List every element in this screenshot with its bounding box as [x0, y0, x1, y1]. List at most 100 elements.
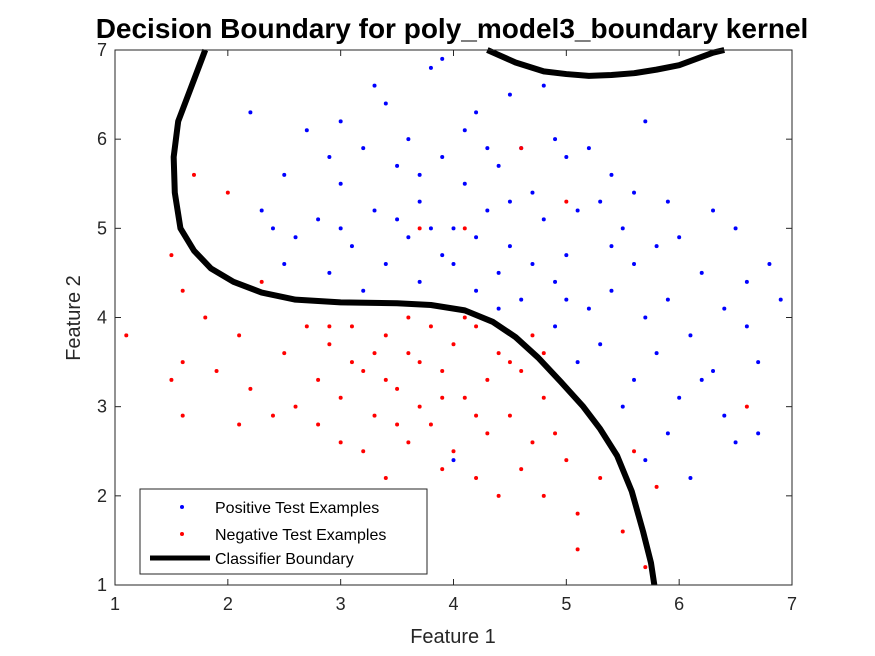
positive-point: [699, 377, 704, 382]
negative-point: [485, 377, 490, 382]
x-tick-label: 4: [448, 594, 458, 614]
negative-point: [349, 324, 354, 329]
negative-point: [575, 511, 580, 516]
positive-point: [530, 190, 535, 195]
positive-point: [677, 235, 682, 240]
negative-point: [474, 476, 479, 480]
positive-point: [598, 342, 603, 347]
positive-point: [609, 172, 614, 177]
positive-point: [519, 297, 524, 302]
positive-point: [383, 262, 388, 266]
positive-point: [474, 110, 479, 115]
negative-point: [383, 476, 388, 480]
positive-point: [541, 83, 546, 88]
negative-point: [598, 476, 603, 480]
positive-point: [541, 217, 546, 222]
positive-point: [474, 235, 479, 240]
positive-point: [711, 208, 716, 213]
positive-point: [417, 199, 422, 204]
negative-point: [417, 360, 422, 365]
positive-point: [451, 262, 456, 266]
negative-point: [462, 395, 467, 400]
negative-point: [474, 324, 479, 329]
data-points: [124, 56, 783, 570]
positive-point: [259, 208, 264, 213]
negative-point: [406, 440, 411, 445]
y-tick-label: 3: [97, 397, 107, 417]
x-tick-label: 5: [561, 594, 571, 614]
negative-point: [496, 493, 501, 498]
negative-point: [304, 324, 309, 329]
positive-point: [632, 377, 637, 382]
positive-point: [338, 181, 343, 186]
negative-point: [643, 565, 648, 570]
negative-point: [203, 315, 208, 320]
y-tick-label: 5: [97, 218, 107, 238]
negative-point: [519, 369, 524, 373]
positive-point: [383, 101, 388, 106]
positive-point: [609, 244, 614, 249]
negative-point: [214, 369, 219, 373]
positive-point: [620, 404, 625, 409]
negative-point: [169, 377, 174, 382]
positive-point: [530, 262, 535, 266]
boundary-line: [170, 48, 658, 586]
positive-point: [406, 235, 411, 240]
y-tick-label: 6: [97, 129, 107, 149]
positive-point: [733, 440, 738, 445]
positive-point: [361, 288, 366, 293]
positive-point: [767, 262, 772, 266]
positive-point: [598, 199, 603, 204]
x-tick-label: 2: [223, 594, 233, 614]
negative-point: [338, 440, 343, 445]
negative-point: [124, 333, 129, 338]
negative-point: [485, 431, 490, 436]
negative-point: [372, 351, 377, 356]
y-axis-label: Feature 2: [63, 275, 85, 361]
positive-point: [665, 199, 670, 204]
negative-point: [462, 315, 467, 320]
positive-point: [282, 262, 287, 266]
positive-point: [440, 155, 445, 159]
legend-boundary-label: Classifier Boundary: [215, 551, 354, 568]
negative-point: [293, 404, 298, 409]
y-tick-label: 4: [97, 308, 107, 328]
negative-point: [169, 253, 174, 258]
negative-point: [383, 377, 388, 382]
negative-point: [248, 386, 253, 391]
positive-point: [575, 208, 580, 213]
positive-point: [395, 217, 400, 222]
negative-point: [406, 351, 411, 356]
positive-point: [338, 226, 343, 231]
boundary-line: [486, 47, 725, 79]
negative-point: [191, 172, 196, 177]
positive-point: [496, 270, 501, 275]
positive-point: [395, 163, 400, 168]
positive-point: [440, 56, 445, 61]
negative-point: [259, 279, 264, 284]
positive-point: [316, 217, 321, 222]
negative-point: [395, 386, 400, 391]
negative-point: [383, 333, 388, 338]
positive-point: [632, 262, 637, 266]
negative-point: [632, 449, 637, 454]
positive-point: [462, 181, 467, 186]
positive-point: [485, 146, 490, 151]
negative-point: [237, 422, 242, 427]
negative-point: [316, 377, 321, 382]
positive-point: [665, 297, 670, 302]
y-tick-label: 1: [97, 575, 107, 595]
positive-point: [496, 163, 501, 168]
positive-point: [507, 199, 512, 204]
negative-point: [553, 431, 558, 436]
positive-point: [248, 110, 253, 115]
positive-point: [564, 297, 569, 302]
positive-point: [496, 306, 501, 311]
negative-point: [530, 440, 535, 445]
negative-point: [180, 288, 185, 293]
classifier-boundary-lines: [170, 47, 725, 586]
negative-point: [428, 422, 433, 427]
positive-point: [744, 279, 749, 284]
negative-point: [462, 226, 467, 231]
